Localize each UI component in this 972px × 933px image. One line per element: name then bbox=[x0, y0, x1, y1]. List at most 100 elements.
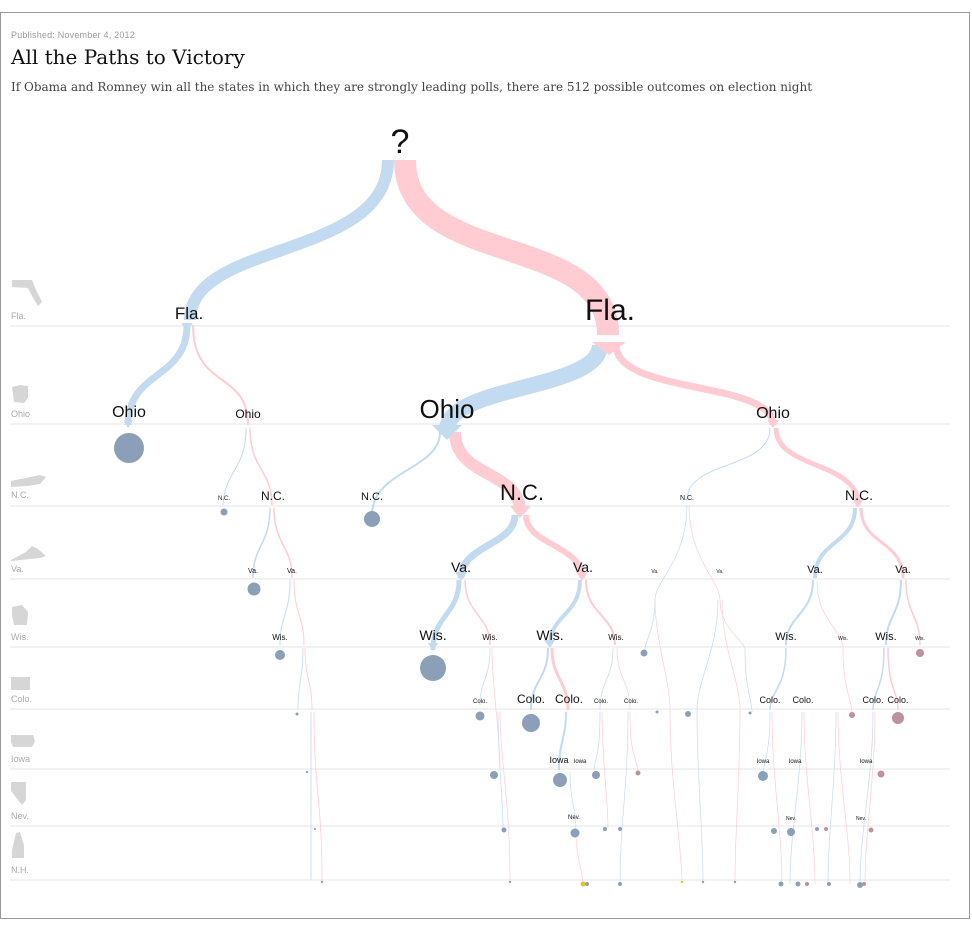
node-label-fla: Fla. bbox=[175, 304, 203, 323]
new-hampshire-icon bbox=[12, 832, 24, 858]
branch-obama bbox=[885, 579, 902, 646]
branch-romney bbox=[612, 344, 777, 426]
branch-romney bbox=[313, 711, 323, 881]
obama-win-circle bbox=[748, 711, 752, 715]
branch-obama bbox=[813, 507, 857, 579]
branch-obama bbox=[222, 427, 247, 506]
tie-circle bbox=[680, 880, 684, 884]
obama-win-circle bbox=[508, 880, 512, 884]
branch-obama bbox=[184, 159, 394, 321]
branch-obama bbox=[789, 711, 803, 885]
row-label-va: Va. bbox=[11, 564, 24, 574]
branch-romney bbox=[859, 507, 905, 579]
obama-win-circle bbox=[314, 828, 316, 830]
obama-win-circle bbox=[685, 711, 691, 717]
arrow-romney bbox=[853, 500, 863, 508]
obama-win-circle bbox=[420, 655, 446, 681]
node-label-ohio: Ohio bbox=[420, 394, 475, 424]
arrow-obama bbox=[428, 643, 438, 651]
obama-win-circle bbox=[114, 433, 144, 463]
romney-win-circle bbox=[805, 882, 809, 886]
node-label-wis: Wis. bbox=[419, 627, 446, 643]
obama-win-circle bbox=[701, 880, 705, 884]
arrow-romney bbox=[767, 420, 779, 428]
node-label-iowa: Iowa bbox=[757, 759, 770, 765]
obama-win-circle bbox=[585, 882, 589, 886]
branch-romney bbox=[273, 507, 293, 579]
node-label-va: Va. bbox=[451, 559, 471, 575]
romney-win-circle bbox=[635, 770, 641, 776]
node-label-colo: Colo. bbox=[887, 695, 908, 705]
obama-win-circle bbox=[778, 881, 784, 887]
node-label-va: Va. bbox=[807, 564, 823, 576]
obama-win-circle bbox=[771, 828, 777, 834]
node-label-nev: Nev. bbox=[856, 816, 866, 822]
obama-win-circle bbox=[815, 827, 819, 831]
branch-obama bbox=[769, 647, 787, 711]
branch-romney bbox=[688, 504, 746, 651]
node-label-nc: N.C. bbox=[500, 480, 544, 505]
branch-romney bbox=[192, 324, 249, 426]
obama-win-circle bbox=[787, 828, 795, 836]
node-label-fla: Fla. bbox=[585, 294, 635, 327]
obama-win-circle bbox=[618, 882, 622, 886]
arrow-obama bbox=[181, 323, 193, 331]
node-label-nc: N.C. bbox=[218, 496, 230, 502]
romney-win-circle bbox=[892, 712, 904, 724]
row-label-nev: Nev. bbox=[11, 811, 29, 821]
branch-romney bbox=[449, 431, 526, 513]
node-label-va: Va. bbox=[287, 568, 297, 575]
obama-win-circle bbox=[305, 770, 309, 774]
romney-win-circle bbox=[824, 827, 828, 831]
obama-win-circle bbox=[490, 771, 498, 779]
branch-obama bbox=[859, 711, 874, 885]
row-label-colo: Colo. bbox=[11, 694, 33, 704]
node-label-ohio: Ohio bbox=[235, 407, 261, 421]
obama-win-circle bbox=[758, 771, 768, 781]
branch-obama bbox=[593, 711, 601, 771]
node-label-nc: N.C. bbox=[680, 495, 694, 502]
branch-obama bbox=[619, 711, 629, 885]
node-labels: ? Fla. Fla. Ohio Ohio Ohio Ohio N.C. N.C… bbox=[112, 123, 925, 822]
iowa-icon bbox=[11, 735, 35, 747]
obama-win-circle bbox=[640, 649, 648, 657]
obama-win-circle bbox=[247, 582, 261, 596]
node-label-colo: Colo. bbox=[792, 695, 813, 705]
node-label-nev: Nev. bbox=[786, 816, 796, 822]
node-label-wis: Wis. bbox=[915, 636, 925, 642]
branch-obama bbox=[297, 647, 304, 711]
node-label-colo: Colo. bbox=[759, 695, 780, 705]
tie-circle bbox=[580, 881, 586, 887]
branch-romney bbox=[773, 427, 861, 506]
node-label-colo: Colo. bbox=[473, 699, 487, 705]
branch-obama bbox=[599, 647, 614, 711]
obama-win-circle bbox=[857, 882, 863, 888]
published-date: Published: November 4, 2012 bbox=[11, 30, 135, 40]
branch-romney bbox=[721, 599, 741, 881]
outcome-circles bbox=[114, 433, 924, 888]
branch-obama bbox=[762, 711, 771, 773]
obama-win-circle bbox=[501, 827, 507, 833]
branch-obama bbox=[558, 711, 567, 771]
florida-icon bbox=[12, 280, 42, 306]
branch-obama bbox=[457, 514, 519, 579]
branch-romney bbox=[601, 711, 609, 829]
arrow-romney bbox=[510, 506, 531, 518]
branch-romney bbox=[864, 711, 876, 885]
row-label-iowa: Iowa bbox=[11, 754, 31, 764]
node-label-ohio: Ohio bbox=[112, 404, 146, 421]
minor-branches bbox=[479, 504, 876, 885]
branch-obama bbox=[371, 431, 441, 516]
branch-obama bbox=[252, 507, 271, 579]
branch-obama bbox=[785, 579, 814, 646]
branch-romney bbox=[816, 581, 844, 649]
obama-win-circle bbox=[618, 827, 622, 831]
branch-romney bbox=[842, 647, 853, 713]
node-label-wis: Wis. bbox=[482, 633, 498, 642]
branch-romney bbox=[304, 647, 313, 711]
branch-romney bbox=[293, 579, 305, 646]
branch-romney bbox=[803, 711, 816, 885]
node-label-colo: Colo. bbox=[862, 695, 883, 705]
obama-win-circle bbox=[295, 712, 299, 716]
branch-romney bbox=[464, 579, 491, 646]
